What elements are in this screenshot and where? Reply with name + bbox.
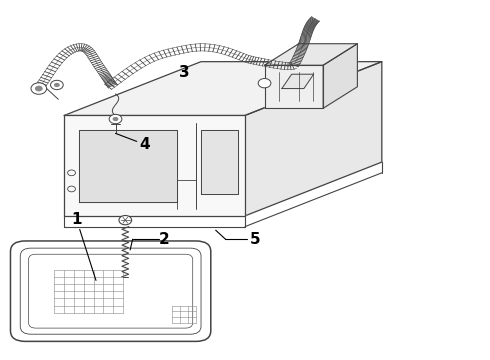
Polygon shape: [64, 62, 382, 116]
Circle shape: [31, 83, 47, 94]
FancyBboxPatch shape: [10, 241, 211, 341]
Polygon shape: [265, 65, 323, 108]
Text: 1: 1: [71, 212, 96, 280]
Polygon shape: [245, 62, 382, 216]
Polygon shape: [79, 130, 176, 202]
Circle shape: [258, 78, 271, 88]
Text: 4: 4: [116, 134, 150, 152]
Polygon shape: [201, 130, 238, 194]
Circle shape: [35, 86, 43, 91]
Circle shape: [119, 216, 132, 225]
Circle shape: [54, 83, 60, 87]
Circle shape: [113, 117, 119, 121]
Polygon shape: [265, 44, 357, 65]
Text: 2: 2: [159, 232, 170, 247]
Text: 5: 5: [249, 232, 260, 247]
Circle shape: [109, 114, 122, 124]
Polygon shape: [64, 116, 245, 216]
Text: 3: 3: [179, 65, 189, 80]
Circle shape: [50, 80, 63, 90]
Polygon shape: [323, 44, 357, 108]
Polygon shape: [282, 74, 314, 89]
